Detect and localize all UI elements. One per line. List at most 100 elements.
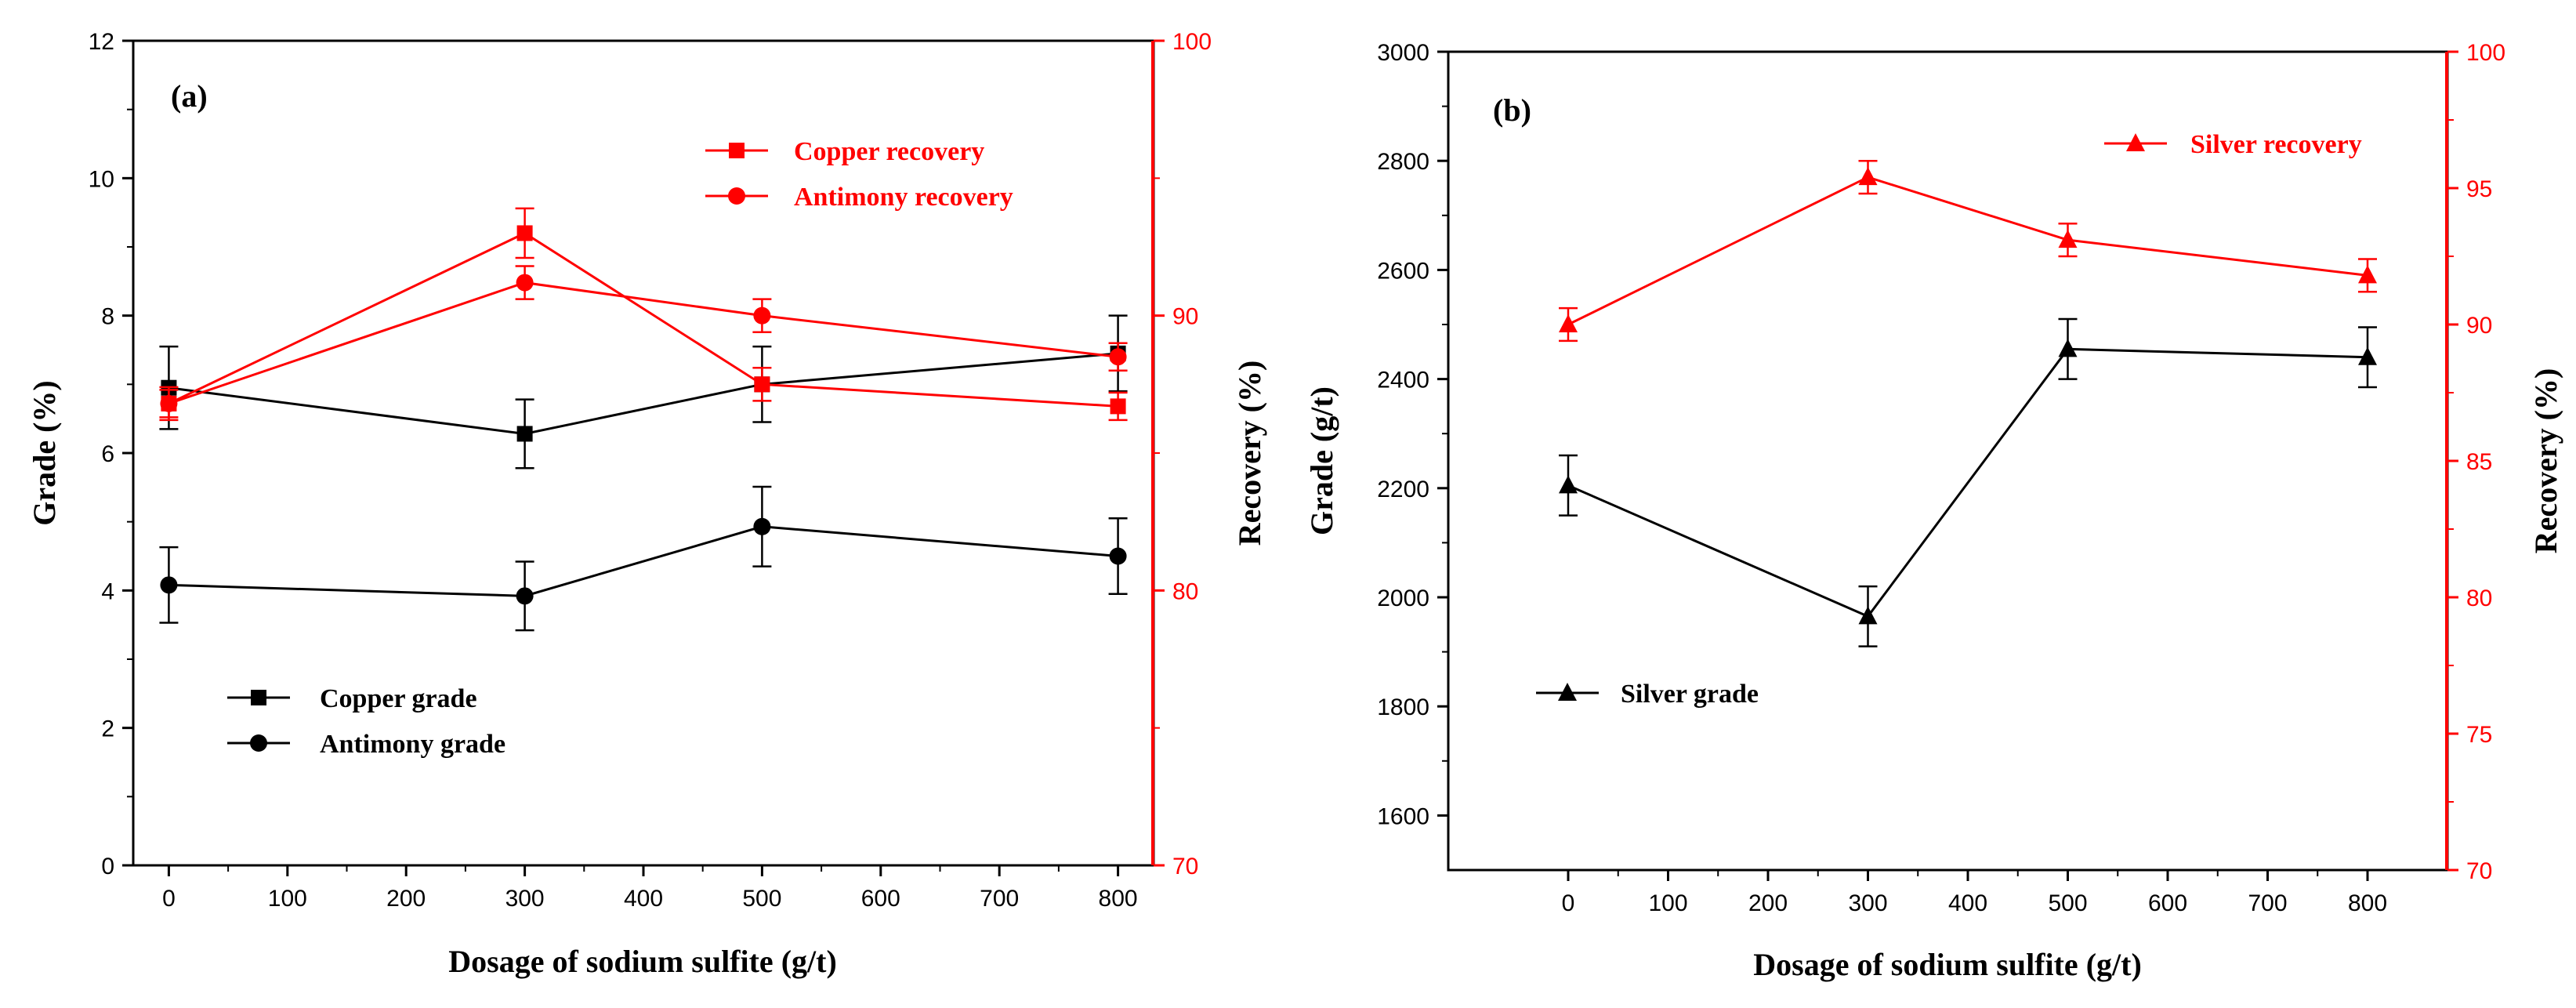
data-point-silver-recovery: [1559, 314, 1578, 332]
y2-axis-title: Recovery (%): [2528, 368, 2563, 554]
x-axis-ticks: 0 100 200 300 400 500 600 700 800: [1562, 870, 2387, 916]
series-line-silver-recovery: [1567, 176, 2368, 326]
x-tick-label: 0: [1562, 890, 1575, 916]
plot-frame: [1447, 50, 2449, 872]
y2-tick-label: 85: [2466, 449, 2492, 475]
panel-label: (a): [171, 78, 208, 114]
data-point-silver-recovery: [2358, 265, 2377, 284]
data-point-silver-recovery: [1858, 167, 1878, 186]
y2-tick-label: 95: [2466, 176, 2492, 202]
y-axis-title: Grade (g/t): [1304, 386, 1339, 535]
legend-marker-copper-recovery: [729, 143, 745, 158]
right-axis-line: [2445, 52, 2448, 870]
data-point-antimony-recovery: [1109, 348, 1127, 366]
legend-silver-grade: Silver grade: [1536, 680, 1759, 709]
x-tick-label: 300: [1848, 890, 1887, 916]
series-line-antimony-grade: [168, 525, 1118, 597]
x-tick-label: 100: [1648, 890, 1687, 916]
y-tick-label: 12: [89, 29, 114, 55]
y-tick-label: 2200: [1377, 477, 1429, 502]
x-tick-label: 800: [2348, 890, 2387, 916]
legend-marker-antimony-recovery: [728, 187, 745, 205]
x-tick-label: 400: [624, 886, 663, 912]
legend-marker-silver-recovery: [2126, 133, 2145, 151]
y-tick-label: 2600: [1377, 258, 1429, 284]
data-point-copper-recovery: [1110, 398, 1126, 415]
legend-label-copper-grade: Copper grade: [320, 684, 477, 713]
y2-axis-ticks: 70 75 80 85 90 95 100: [2447, 40, 2505, 884]
panel-b: 0 100 200 300 400 500 600 700 800 1600 1800 2000 22…: [1304, 40, 2563, 982]
y2-tick-label: 100: [1172, 29, 1212, 55]
series-layer: [159, 207, 1128, 632]
x-axis-title: Dosage of sodium sulfite (g/t): [448, 944, 837, 979]
x-tick-label: 0: [162, 886, 176, 912]
y2-axis-title: Recovery (%): [1232, 361, 1267, 546]
y-tick-label: 8: [101, 304, 114, 330]
legend-label-silver-recovery: Silver recovery: [2190, 130, 2362, 159]
y-tick-label: 2000: [1377, 586, 1429, 611]
x-tick-label: 600: [861, 886, 900, 912]
legend-recovery: Copper recovery Antimony recovery: [705, 137, 1013, 212]
y-tick-label: 2: [101, 716, 114, 742]
y2-axis-ticks: 70 80 90 100: [1154, 29, 1212, 879]
data-point-copper-grade: [516, 426, 533, 442]
y2-tick-label: 70: [1172, 854, 1198, 879]
data-point-silver-grade: [1858, 606, 1878, 625]
x-tick-label: 700: [980, 886, 1019, 912]
y2-tick-label: 90: [2466, 313, 2492, 339]
data-point-copper-recovery: [516, 225, 533, 241]
series-line-antimony-recovery: [168, 281, 1118, 405]
legend-label-silver-grade: Silver grade: [1621, 680, 1759, 709]
legend-silver-recovery: Silver recovery: [2104, 130, 2362, 159]
x-tick-label: 700: [2248, 890, 2287, 916]
data-point-antimony-recovery: [753, 306, 771, 325]
y2-tick-label: 100: [2466, 40, 2505, 66]
series-layer: [1559, 159, 2377, 647]
y-tick-label: 4: [101, 578, 114, 604]
data-point-antimony-grade: [1109, 547, 1127, 565]
x-tick-label: 400: [1948, 890, 1987, 916]
x-tick-label: 200: [386, 886, 426, 912]
data-point-copper-recovery: [754, 376, 770, 393]
y-tick-label: 0: [101, 854, 114, 879]
y-tick-label: 10: [89, 166, 114, 192]
y2-tick-label: 90: [1172, 304, 1198, 330]
series-line-silver-grade: [1567, 347, 2368, 618]
y2-tick-label: 75: [2466, 722, 2492, 748]
data-point-silver-grade: [1559, 475, 1578, 494]
panel-label: (b): [1493, 92, 1531, 128]
data-point-antimony-grade: [516, 587, 534, 605]
right-axis-line: [1151, 41, 1154, 865]
y2-tick-label: 80: [2466, 586, 2492, 611]
legend-grade: Copper grade Antimony grade: [227, 684, 505, 759]
y2-tick-label: 70: [2466, 858, 2492, 884]
x-tick-label: 200: [1748, 890, 1788, 916]
y-tick-label: 3000: [1377, 40, 1429, 66]
y-axis-ticks: 0 2 4 6 8 10 12: [89, 29, 133, 879]
panel-a: 0 100 200 300 400 500 600 700 800 0 2 4 6 8 10 12 70 80…: [27, 29, 1267, 979]
series-line-copper-grade: [168, 352, 1118, 435]
legend-marker-silver-grade: [1558, 683, 1577, 701]
data-point-antimony-recovery: [516, 274, 534, 292]
data-point-antimony-recovery: [160, 394, 178, 412]
x-axis-ticks: 0 100 200 300 400 500 600 700 800: [162, 865, 1138, 912]
data-point-silver-grade: [2058, 339, 2078, 357]
data-point-silver-recovery: [2058, 230, 2078, 248]
y-tick-label: 1600: [1377, 803, 1429, 829]
y-tick-label: 6: [101, 441, 114, 467]
legend-label-copper-recovery: Copper recovery: [794, 137, 984, 166]
legend-label-antimony-grade: Antimony grade: [320, 730, 505, 759]
plot-frame: [132, 39, 1155, 867]
x-tick-label: 300: [505, 886, 545, 912]
x-tick-label: 500: [742, 886, 781, 912]
y-tick-label: 2400: [1377, 368, 1429, 393]
data-point-silver-grade: [2358, 346, 2377, 365]
x-tick-label: 600: [2148, 890, 2187, 916]
y-axis-ticks: 1600 1800 2000 2200 2400 2600 2800 3000: [1377, 40, 1448, 829]
y-tick-label: 2800: [1377, 149, 1429, 175]
y-axis-title: Grade (%): [27, 380, 62, 526]
legend-marker-antimony-grade: [250, 734, 267, 752]
x-tick-label: 500: [2048, 890, 2087, 916]
legend-label-antimony-recovery: Antimony recovery: [794, 183, 1013, 212]
